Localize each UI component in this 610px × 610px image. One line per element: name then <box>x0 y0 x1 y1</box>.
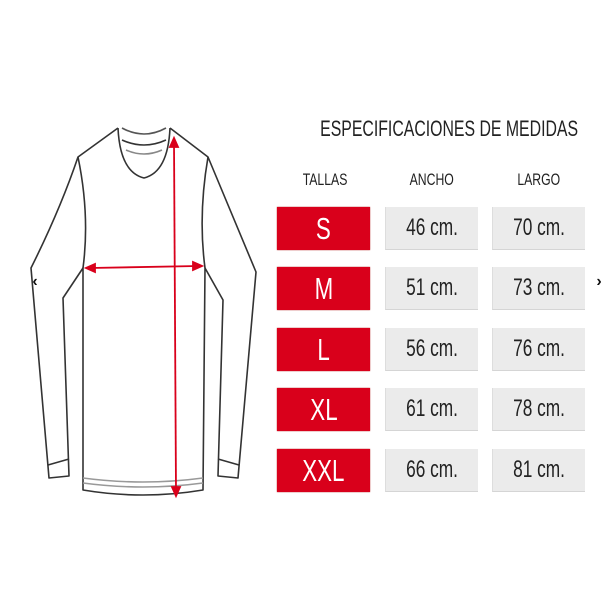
length-value: 70 cm. <box>513 214 565 241</box>
size-value: S <box>316 210 331 246</box>
width-value: 46 cm. <box>406 214 458 241</box>
width-cell: 61 cm. <box>385 388 478 431</box>
length-cell: 73 cm. <box>492 267 585 310</box>
size-cell: S <box>277 207 370 250</box>
width-value: 61 cm. <box>406 395 458 422</box>
carousel-next-button[interactable]: › <box>592 273 606 291</box>
chevron-right-icon: › <box>596 273 602 290</box>
length-value: 76 cm. <box>513 335 565 362</box>
length-cell: 76 cm. <box>492 328 585 371</box>
carousel-prev-button[interactable]: ‹ <box>28 273 42 291</box>
shirt-diagram <box>30 127 257 499</box>
header-largo: LARGO <box>517 170 561 189</box>
length-value: 78 cm. <box>513 395 565 422</box>
width-cell: 46 cm. <box>385 207 478 250</box>
size-cell: XXL <box>277 449 370 492</box>
width-measure-line <box>89 265 199 269</box>
size-value: XL <box>309 391 338 427</box>
width-cell: 51 cm. <box>385 267 478 310</box>
length-value: 81 cm. <box>513 456 565 483</box>
header-tallas: TALLAS <box>302 170 348 189</box>
width-value: 56 cm. <box>406 335 458 362</box>
length-cell: 78 cm. <box>492 388 585 431</box>
length-cell: 70 cm. <box>492 207 585 250</box>
size-cell: L <box>277 328 370 371</box>
size-value: XXL <box>302 452 345 488</box>
width-value: 66 cm. <box>406 456 458 483</box>
chevron-left-icon: ‹ <box>32 273 38 290</box>
width-value: 51 cm. <box>406 274 458 301</box>
length-cell: 81 cm. <box>492 449 585 492</box>
length-measure-line <box>173 141 177 493</box>
length-value: 73 cm. <box>513 274 565 301</box>
size-value: L <box>317 331 330 367</box>
size-cell: M <box>277 267 370 310</box>
page-title: ESPECIFICACIONES DE MEDIDAS <box>320 116 579 141</box>
size-value: M <box>314 270 333 306</box>
width-cell: 56 cm. <box>385 328 478 371</box>
size-cell: XL <box>277 388 370 431</box>
header-ancho: ANCHO <box>409 170 455 189</box>
width-cell: 66 cm. <box>385 449 478 492</box>
